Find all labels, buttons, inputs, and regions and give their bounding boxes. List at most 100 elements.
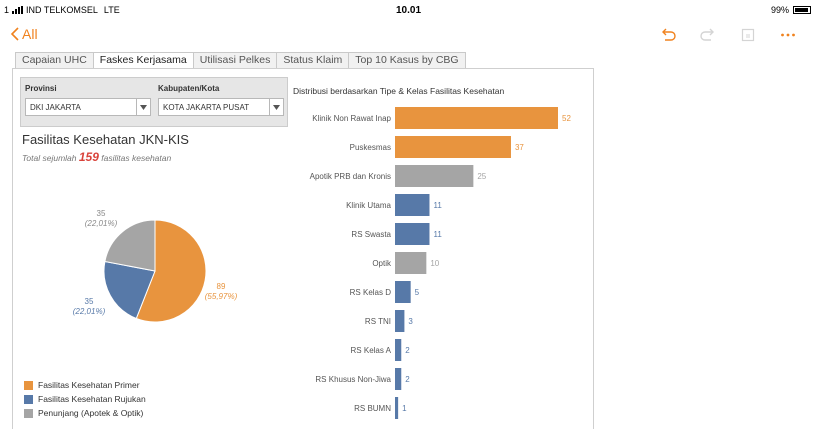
legend-label-rujukan: Fasilitas Kesehatan Rujukan xyxy=(38,394,146,404)
nav-bar: All xyxy=(0,22,817,48)
bar[interactable] xyxy=(395,223,430,245)
pie-pct-rujukan: (22,01%) xyxy=(72,307,106,316)
bar-category-label: Optik xyxy=(372,259,392,268)
bar-value-label: 11 xyxy=(433,230,442,239)
filter-provinsi-label: Provinsi xyxy=(25,84,57,93)
pie-value-primer: 89 xyxy=(216,282,226,291)
network-type: LTE xyxy=(103,5,120,15)
bar[interactable] xyxy=(395,339,402,361)
bar[interactable] xyxy=(395,165,474,187)
tab-capaian-uhc[interactable]: Capaian UHC xyxy=(15,52,93,69)
pie-label-rujukan: 35 (22,01%) xyxy=(64,297,114,317)
provinsi-value: DKI JAKARTA xyxy=(30,102,81,112)
signal-prefix: 1 xyxy=(4,5,10,15)
bar-value-label: 11 xyxy=(433,201,442,210)
battery-icon xyxy=(793,6,811,14)
pie-value-rujukan: 35 xyxy=(84,297,94,306)
bar-value-label: 37 xyxy=(515,143,524,152)
kabupaten-dropdown[interactable]: KOTA JAKARTA PUSAT xyxy=(158,98,284,116)
filter-provinsi: Provinsi DKI JAKARTA xyxy=(25,84,151,116)
clock: 10.01 xyxy=(395,5,422,16)
bar-value-label: 2 xyxy=(405,375,410,384)
pie-legend: Fasilitas Kesehatan Primer Fasilitas Kes… xyxy=(24,378,146,420)
share-icon[interactable] xyxy=(739,27,757,43)
bar-category-label: RS Swasta xyxy=(351,230,391,239)
pie-slice-rujukan[interactable] xyxy=(103,260,156,320)
bar-category-label: Puskesmas xyxy=(350,143,391,152)
pie-pct-penunjang: (22,01%) xyxy=(84,219,118,228)
provinsi-dropdown[interactable]: DKI JAKARTA xyxy=(25,98,151,116)
bar-value-label: 1 xyxy=(402,404,407,413)
kpi-subtitle: Total sejumlah 159 fasilitas kesehatan xyxy=(22,150,171,164)
tab-faskes-kerjasama[interactable]: Faskes Kerjasama xyxy=(92,52,193,69)
legend-label-primer: Fasilitas Kesehatan Primer xyxy=(38,380,140,390)
chevron-left-icon xyxy=(10,27,19,41)
bar[interactable] xyxy=(395,194,430,216)
legend-item[interactable]: Fasilitas Kesehatan Rujukan xyxy=(24,392,146,406)
bar[interactable] xyxy=(395,397,399,419)
legend-item[interactable]: Fasilitas Kesehatan Primer xyxy=(24,378,146,392)
dropdown-arrow-icon xyxy=(136,99,150,115)
status-left: 1 IND TELKOMSEL LTE xyxy=(4,5,120,15)
carrier-name: IND TELKOMSEL xyxy=(26,5,98,15)
bar-category-label: Klinik Utama xyxy=(346,201,391,210)
dropdown-arrow-icon xyxy=(269,99,283,115)
bar-category-label: RS TNI xyxy=(365,317,391,326)
more-icon[interactable] xyxy=(779,27,797,43)
bar-value-label: 10 xyxy=(430,259,439,268)
status-bar: 1 IND TELKOMSEL LTE 10.01 99% xyxy=(0,0,817,22)
pie-value-penunjang: 35 xyxy=(96,209,106,218)
bar[interactable] xyxy=(395,281,411,303)
status-right: 99% xyxy=(771,5,811,15)
tab-status-klaim[interactable]: Status Klaim xyxy=(276,52,349,69)
bar-category-label: Klinik Non Rawat Inap xyxy=(312,114,391,123)
tab-top-10-kasus[interactable]: Top 10 Kasus by CBG xyxy=(348,52,466,69)
kpi-title: Fasilitas Kesehatan JKN-KIS xyxy=(22,132,189,147)
pie-pct-primer: (55,97%) xyxy=(204,292,238,301)
tab-utilisasi-pelkes[interactable]: Utilisasi Pelkes xyxy=(192,52,277,69)
legend-swatch-penunjang xyxy=(24,408,33,418)
bar-value-label: 3 xyxy=(408,317,413,326)
bar-category-label: RS Kelas D xyxy=(350,288,392,297)
pie-slice-penunjang[interactable] xyxy=(104,219,156,272)
pie-chart xyxy=(103,219,207,323)
kpi-prefix: Total sejumlah xyxy=(22,153,77,163)
back-button[interactable]: All xyxy=(10,26,38,42)
legend-item[interactable]: Penunjang (Apotek & Optik) xyxy=(24,406,146,420)
bar-category-label: RS Khusus Non-Jiwa xyxy=(315,375,391,384)
kpi-total: 159 xyxy=(78,150,99,164)
kpi-suffix: fasilitas kesehatan xyxy=(101,153,172,163)
pie-slice-primer[interactable] xyxy=(135,219,207,323)
legend-swatch-rujukan xyxy=(24,394,33,404)
bar-category-label: RS Kelas A xyxy=(351,346,392,355)
bar[interactable] xyxy=(395,252,427,274)
battery-percent: 99% xyxy=(770,5,789,15)
bar-value-label: 2 xyxy=(405,346,410,355)
bar-category-label: Apotik PRB dan Kronis xyxy=(310,172,391,181)
nav-actions xyxy=(659,27,797,43)
legend-swatch-primer xyxy=(24,380,33,390)
bar-chart-title: Distribusi berdasarkan Tipe & Kelas Fasi… xyxy=(293,86,505,96)
undo-icon[interactable] xyxy=(659,27,677,43)
bar[interactable] xyxy=(395,310,405,332)
dashboard-tabs: Capaian UHC Faskes Kerjasama Utilisasi P… xyxy=(15,52,466,69)
bar[interactable] xyxy=(395,136,511,158)
bar-value-label: 5 xyxy=(415,288,420,297)
signal-icon xyxy=(12,6,24,14)
bar-category-label: RS BUMN xyxy=(354,404,391,413)
dashboard-frame xyxy=(12,68,594,429)
bar-value-label: 52 xyxy=(562,114,571,123)
kabupaten-value: KOTA JAKARTA PUSAT xyxy=(163,102,250,112)
bar-value-label: 25 xyxy=(477,172,486,181)
filter-kabupaten: Kabupaten/Kota KOTA JAKARTA PUSAT xyxy=(158,84,284,116)
filter-panel: Provinsi DKI JAKARTA Kabupaten/Kota KOTA… xyxy=(20,77,288,127)
pie-label-penunjang: 35 (22,01%) xyxy=(76,209,126,229)
redo-icon[interactable] xyxy=(699,27,717,43)
bar[interactable] xyxy=(395,368,402,390)
pie-label-primer: 89 (55,97%) xyxy=(196,282,246,302)
legend-label-penunjang: Penunjang (Apotek & Optik) xyxy=(38,408,144,418)
back-label: All xyxy=(22,26,38,42)
bar[interactable] xyxy=(395,107,558,129)
filter-kabupaten-label: Kabupaten/Kota xyxy=(158,84,220,93)
